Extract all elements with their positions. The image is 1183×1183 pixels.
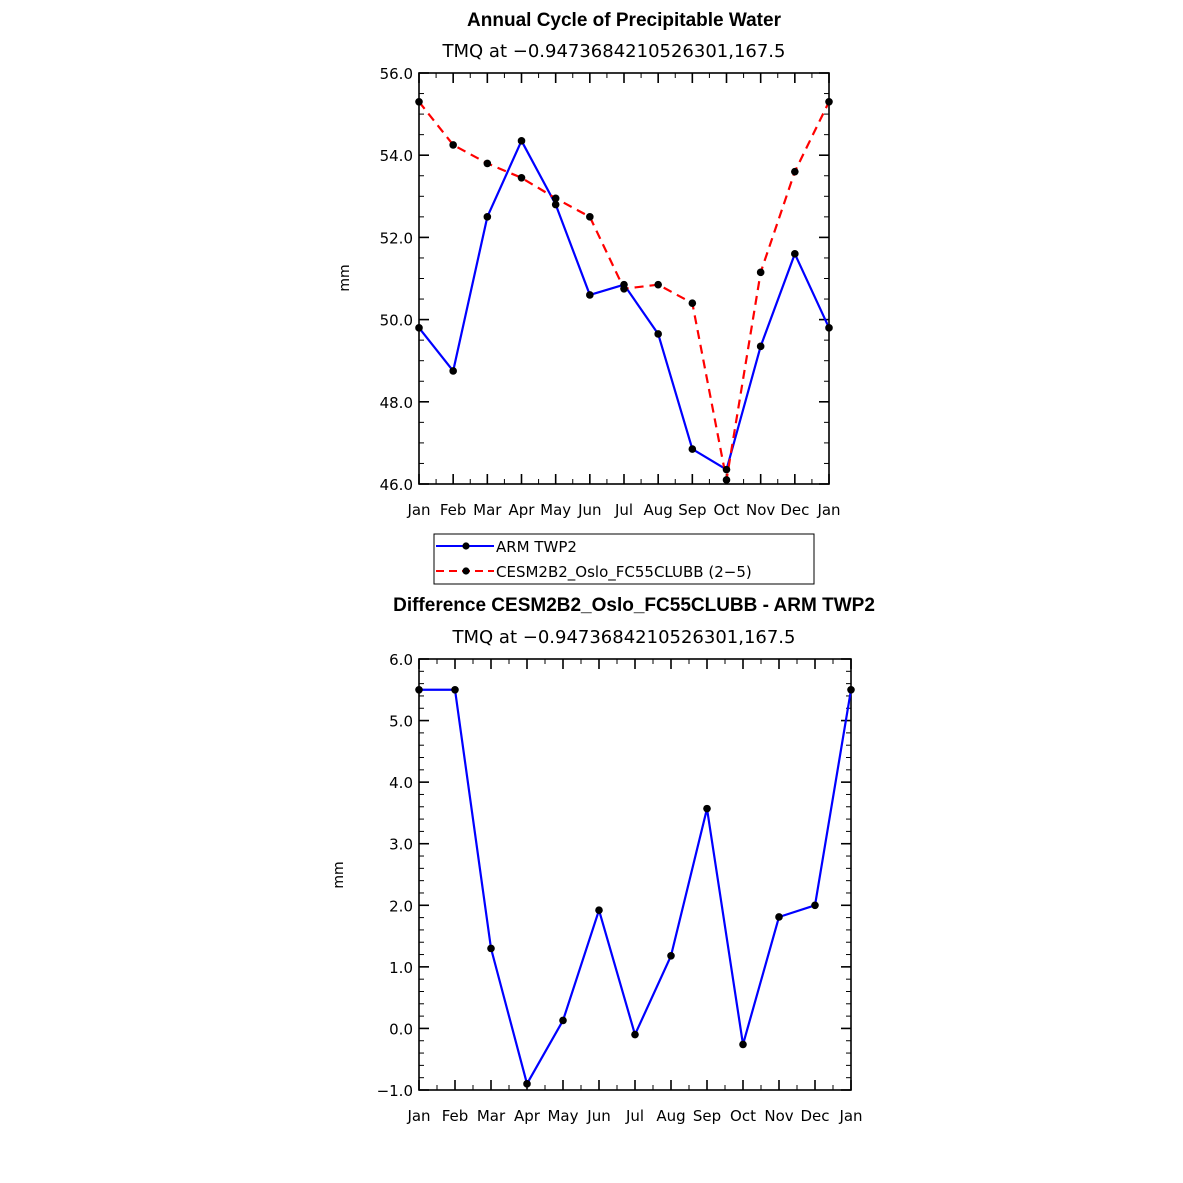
bottom-chart-ytick-label: 0.0 <box>389 1020 413 1038</box>
top-chart-series-1-point <box>722 476 731 484</box>
top-chart-series-0-point <box>756 342 765 351</box>
top-chart-series-1-point <box>688 299 697 307</box>
bottom-chart-series-0-point <box>847 685 855 694</box>
legend-marker-cesm <box>462 567 470 575</box>
bottom-chart-series-0-point <box>523 1080 531 1088</box>
top-chart-series-0-point <box>791 250 799 258</box>
top-chart-xtick-label: Jun <box>577 501 601 519</box>
bottom-chart-xtick-label: Oct <box>730 1107 756 1125</box>
top-chart-ytick-label: 56.0 <box>380 65 413 83</box>
top-chart-series-1-point <box>791 167 799 176</box>
top-chart-series-1-point <box>551 194 560 203</box>
top-chart-series-0-point <box>722 465 731 474</box>
top-chart-series-0-point <box>483 213 492 221</box>
top-chart-series-0-point <box>449 367 457 375</box>
top-chart-series-1-point <box>415 97 423 106</box>
bottom-chart-ytick-label: 1.0 <box>389 959 413 977</box>
top-chart-series-0-point <box>825 324 833 332</box>
bottom-chart-xtick-label: Mar <box>477 1107 506 1125</box>
bottom-chart-series-0-point <box>595 906 603 915</box>
bottom-chart-series-0-point <box>703 804 711 813</box>
legend-box <box>433 533 815 585</box>
top-chart-series-1-point <box>654 280 662 289</box>
bottom-chart-series-0-point <box>415 685 423 694</box>
bottom-chart-xtick-label: May <box>547 1107 578 1125</box>
bottom-chart-series-0-line <box>419 688 853 1085</box>
top-chart-xtick-label: Jan <box>816 501 840 519</box>
top-chart-series-1-point <box>449 141 457 149</box>
top-chart-xtick-label: Sep <box>678 501 706 519</box>
bottom-chart-series-0-point <box>559 1016 567 1025</box>
bottom-chart-series-0-point <box>667 951 675 960</box>
bottom-chart-xtick-label: Nov <box>764 1107 793 1125</box>
top-chart-xtick-label: Jan <box>406 501 430 519</box>
top-chart-series-0-point <box>654 330 662 338</box>
top-chart-xtick-label: Feb <box>440 501 467 519</box>
bottom-chart-ytick-label: 5.0 <box>389 713 413 731</box>
bottom-chart-xtick-label: Aug <box>656 1107 685 1125</box>
bottom-chart-ytick-label: −1.0 <box>377 1082 413 1100</box>
top-chart-xtick-label: Apr <box>509 501 536 519</box>
bottom-chart-xtick-label: Jun <box>586 1107 610 1125</box>
top-plot-area: 46.0 48.0 50.0 52.0 54.0 56.0 Jan Feb Mar Apr May J… <box>380 65 841 519</box>
top-chart-ytick-label: 46.0 <box>380 476 413 494</box>
legend: ARM TWP2 CESM2B2_Oslo_FC55CLUBB (2−5) <box>433 533 815 585</box>
top-chart-xtick-label: Mar <box>473 501 502 519</box>
top-chart-series-0-point <box>586 291 594 299</box>
bottom-chart-xtick-label: Apr <box>514 1107 541 1125</box>
bottom-chart-xtick-label: Feb <box>442 1107 469 1125</box>
top-chart-title: Annual Cycle of Precipitable Water <box>467 10 782 31</box>
top-chart-series-0-point <box>688 445 697 453</box>
bottom-chart-ytick-label: 6.0 <box>389 651 413 669</box>
bottom-plot-area: −1.0 0.0 1.0 2.0 3.0 4.0 5.0 6.0 Jan Feb Mar Apr May… <box>377 651 863 1125</box>
bottom-chart-xtick-label: Jan <box>838 1107 862 1125</box>
top-chart-subtitle: TMQ at −0.9473684210526301,167.5 <box>442 41 786 62</box>
legend-label-cesm: CESM2B2_Oslo_FC55CLUBB (2−5) <box>496 563 752 582</box>
bottom-chart-frame <box>418 658 852 1091</box>
top-chart-ytick-label: 48.0 <box>380 394 413 412</box>
bottom-chart-ylabel: mm <box>331 861 347 888</box>
top-chart-xtick-label: Dec <box>780 501 809 519</box>
bottom-chart-series-0-point <box>487 944 495 953</box>
top-chart-ytick-label: 50.0 <box>380 312 413 330</box>
top-chart-series-1-point <box>825 97 833 106</box>
top-chart-series-1-point <box>620 284 628 293</box>
bottom-chart-ytick-label: 2.0 <box>389 897 413 915</box>
top-chart-series-0-point <box>517 137 526 145</box>
top-chart-xtick-label: Oct <box>714 501 740 519</box>
bottom-chart-xtick-label: Dec <box>800 1107 829 1125</box>
bottom-chart-series-0-point <box>451 685 459 694</box>
bottom-chart-subtitle: TMQ at −0.9473684210526301,167.5 <box>452 627 796 648</box>
top-chart-series-0-point <box>415 324 423 332</box>
top-chart-series-1-point <box>483 159 492 168</box>
top-chart-series-0-line <box>418 139 830 471</box>
bottom-chart-xtick-label: Sep <box>693 1107 721 1125</box>
bottom-chart-xtick-label: Jan <box>406 1107 430 1125</box>
bottom-chart-series-0-point <box>739 1040 747 1049</box>
legend-marker-arm <box>462 542 470 550</box>
top-chart-xtick-label: Nov <box>746 501 775 519</box>
top-chart-xtick-label: May <box>540 501 571 519</box>
bottom-chart-series-0-point <box>811 901 819 910</box>
bottom-chart-xtick-label: Jul <box>625 1107 644 1125</box>
top-chart-frame <box>418 72 830 485</box>
bottom-chart-series-0-point <box>775 913 783 921</box>
top-chart-ylabel: mm <box>337 264 353 291</box>
bottom-chart-ytick-label: 3.0 <box>389 836 413 854</box>
top-chart-ytick-label: 52.0 <box>380 229 413 247</box>
top-chart-xtick-label: Jul <box>614 501 633 519</box>
top-chart-series-0-point <box>551 200 560 209</box>
top-chart-xtick-label: Aug <box>644 501 673 519</box>
bottom-chart-ytick-label: 4.0 <box>389 774 413 792</box>
top-chart-series-1-point <box>756 268 765 277</box>
top-chart-series-1-point <box>586 213 594 221</box>
top-chart-ytick-label: 54.0 <box>380 147 413 165</box>
bottom-chart-title: Difference CESM2B2_Oslo_FC55CLUBB - ARM … <box>393 595 875 616</box>
bottom-chart-series-0-point <box>631 1030 639 1039</box>
top-chart-series-1-point <box>517 174 526 182</box>
legend-label-arm: ARM TWP2 <box>496 538 577 556</box>
